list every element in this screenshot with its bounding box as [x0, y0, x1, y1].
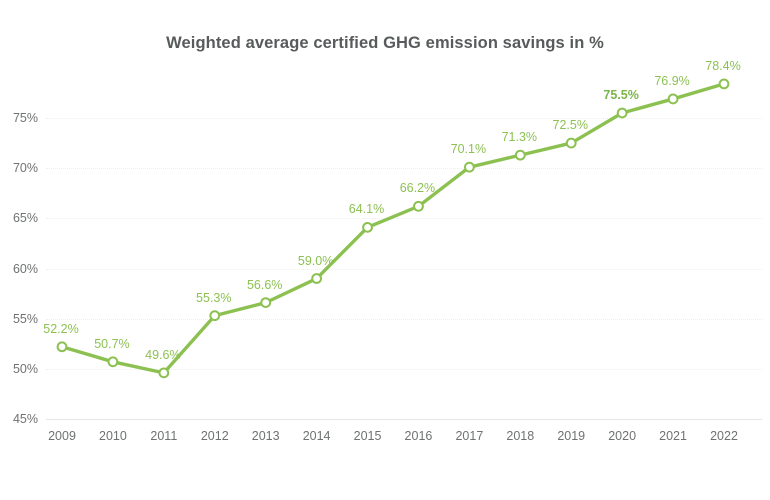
- y-axis-tick-label: 55%: [12, 311, 38, 326]
- gridline: [46, 218, 762, 220]
- data-point-label: 76.9%: [654, 73, 690, 88]
- data-point-marker: [107, 356, 119, 368]
- x-axis-tick-label: 2016: [404, 429, 433, 443]
- data-point-marker: [362, 221, 373, 233]
- y-axis-tick-label: 75%: [12, 111, 38, 125]
- data-point-marker: [56, 341, 68, 353]
- x-axis-tick-label: 2020: [608, 429, 637, 443]
- data-point-label: 75.5%: [603, 87, 639, 102]
- x-axis-tick-label: 2022: [710, 429, 738, 443]
- y-axis-tick-label: 70%: [12, 161, 38, 176]
- data-point-label: 70.1%: [450, 142, 487, 157]
- y-axis-tick-label: 45%: [12, 412, 38, 426]
- data-point-label: 50.7%: [94, 336, 130, 351]
- data-point-marker: [565, 137, 577, 149]
- gridline: [46, 118, 762, 120]
- y-axis-tick-label: 50%: [12, 361, 38, 376]
- data-point-label: 66.2%: [399, 181, 436, 196]
- data-point-marker: [616, 107, 628, 119]
- data-point-label: 71.3%: [501, 130, 538, 145]
- data-point-label: 49.6%: [145, 347, 181, 362]
- data-point-marker: [311, 273, 323, 284]
- x-axis-tick-label: 2015: [353, 429, 382, 443]
- data-point-marker: [718, 78, 730, 90]
- data-point-label: 78.4%: [705, 58, 741, 73]
- data-point-label: 55.3%: [196, 290, 232, 305]
- x-axis-tick-label: 2009: [48, 429, 76, 443]
- x-axis-tick-label: 2017: [455, 429, 484, 443]
- gridline: [46, 168, 762, 170]
- data-point-label: 72.5%: [552, 118, 588, 133]
- gridline: [46, 318, 762, 321]
- x-axis-tick-label: 2021: [659, 429, 687, 443]
- data-point-marker: [413, 200, 424, 212]
- data-point-marker: [260, 297, 272, 309]
- x-axis-tick-label: 2010: [99, 429, 127, 443]
- y-axis-tick-label: 65%: [12, 211, 38, 226]
- y-axis-tick-label: 60%: [12, 261, 38, 276]
- series-markers: [56, 78, 730, 379]
- gridline: [46, 368, 762, 371]
- data-point-marker: [209, 310, 221, 322]
- series-line: [60, 82, 726, 375]
- data-point-marker: [158, 367, 170, 379]
- data-point-marker: [667, 93, 679, 105]
- data-point-label: 56.6%: [246, 277, 283, 292]
- x-axis-tick-label: 2014: [302, 429, 331, 443]
- chart-title: Weighted average certified GHG emission …: [166, 34, 604, 52]
- x-axis-tick-label: 2018: [506, 429, 535, 443]
- axis-baseline: [46, 419, 762, 420]
- data-point-label: 52.2%: [43, 321, 79, 336]
- x-axis-tick-label: 2013: [251, 429, 280, 443]
- gridline: [46, 268, 762, 271]
- x-axis-tick-label: 2011: [150, 429, 178, 443]
- x-axis-tick-label: 2012: [200, 429, 229, 443]
- data-point-marker: [463, 161, 475, 173]
- data-point-marker: [514, 149, 526, 161]
- data-point-label: 64.1%: [348, 202, 385, 217]
- x-axis-tick-label: 2019: [557, 429, 586, 443]
- data-point-label: 59.0%: [297, 253, 334, 268]
